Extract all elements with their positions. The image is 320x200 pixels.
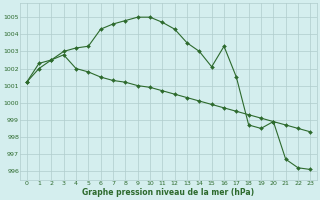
X-axis label: Graphe pression niveau de la mer (hPa): Graphe pression niveau de la mer (hPa) [83,188,255,197]
